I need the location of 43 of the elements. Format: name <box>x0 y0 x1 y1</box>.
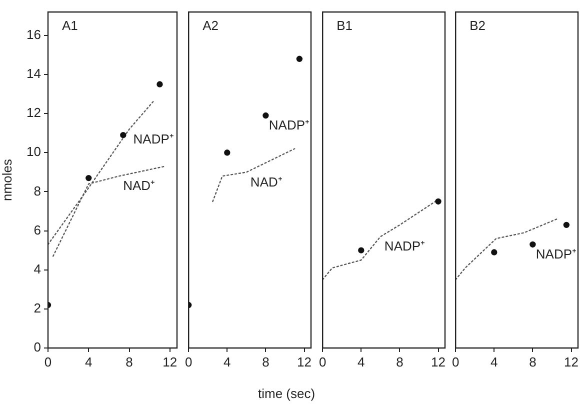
y-tick-label: 16 <box>26 27 41 42</box>
point <box>296 56 303 62</box>
y-tick-label: 10 <box>26 144 41 160</box>
point <box>86 174 92 182</box>
x-tick-label: 8 <box>396 354 404 370</box>
point <box>120 132 126 138</box>
y-tick-label: 8 <box>34 183 41 198</box>
point <box>224 150 230 156</box>
series-label: NADP⁺ <box>536 246 576 262</box>
series-label: NADP⁺ <box>384 238 425 254</box>
x-tick-label: 0 <box>452 354 460 370</box>
x-tick-label: 12 <box>162 354 178 370</box>
text: A2 <box>202 18 219 34</box>
x-axis-title: time (sec) <box>258 386 316 401</box>
x-tick-label: 0 <box>319 354 326 370</box>
x-tick-label: 12 <box>431 354 446 370</box>
x-tick-label: 12 <box>564 354 578 370</box>
series-label: NADP⁺ <box>268 118 310 133</box>
y-tick-label: 2 <box>34 300 41 316</box>
series-label: NAD⁺ <box>250 174 282 190</box>
y-tick-label: 0 <box>34 340 41 355</box>
x-tick-label: 8 <box>529 354 536 370</box>
point <box>156 81 163 88</box>
y-tick-label: 12 <box>26 105 41 120</box>
text: B1 <box>336 18 353 34</box>
x-tick-label: 8 <box>126 354 133 370</box>
y-tick-label: 6 <box>34 222 41 238</box>
series-label: NADP⁺ <box>133 131 174 146</box>
text: B2 <box>470 18 486 34</box>
x-tick-label: 4 <box>490 354 498 370</box>
x-tick-label: 0 <box>44 354 52 370</box>
y-tick-label: 4 <box>34 261 41 276</box>
y-axis-title: nmoles <box>0 158 14 201</box>
x-tick-label: 12 <box>297 354 312 370</box>
x-tick-label: 4 <box>224 354 231 370</box>
point <box>262 112 269 119</box>
x-tick-label: 4 <box>85 354 92 370</box>
x-tick-label: 4 <box>358 354 365 370</box>
text: A1 <box>62 18 78 34</box>
x-tick-label: 8 <box>262 354 270 370</box>
x-tick-label: 0 <box>185 354 192 370</box>
y-tick-label: 14 <box>26 66 41 82</box>
series-label: NAD⁺ <box>123 178 155 194</box>
